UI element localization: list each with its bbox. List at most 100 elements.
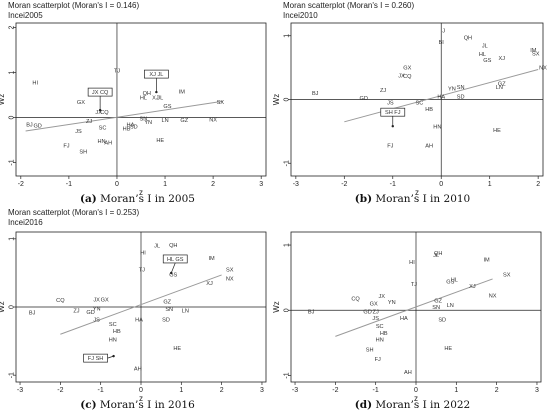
point-label-im: IM bbox=[208, 256, 215, 262]
point-label-bj: BJ bbox=[312, 91, 319, 97]
point-label-he: HE bbox=[156, 138, 164, 144]
y-axis-label: Wz bbox=[0, 94, 6, 106]
point-label-ln: LN bbox=[447, 303, 454, 309]
x-axis-label: z bbox=[139, 188, 143, 197]
y-tick-label: 1 bbox=[9, 70, 16, 74]
point-label-im: IM bbox=[483, 257, 490, 263]
chart-title: Moran scatterplot (Moran's I = 0.253) bbox=[8, 208, 139, 217]
point-label-gd: GD bbox=[86, 310, 94, 316]
point-label-gd: GD bbox=[33, 124, 41, 130]
point-label-xj: XJ bbox=[152, 95, 159, 101]
point-label-xj: XJ bbox=[499, 56, 506, 62]
y-axis-label: Wz bbox=[272, 94, 281, 106]
point-label-nx: NX bbox=[226, 276, 234, 282]
point-label-sd: SD bbox=[457, 94, 465, 100]
x-axis-label: z bbox=[414, 394, 418, 403]
point-label-ln: LN bbox=[161, 118, 168, 124]
y-tick-label: 1 bbox=[284, 34, 291, 38]
point-label-hn: HN bbox=[433, 124, 441, 130]
point-label-yn: YN bbox=[448, 87, 456, 93]
x-tick-label: 0 bbox=[414, 387, 418, 394]
point-label-tj: TJ bbox=[139, 268, 145, 274]
point-label-sn: SN bbox=[432, 305, 440, 311]
caption-c-text: Moran’s I in 2016 bbox=[99, 399, 195, 411]
point-label-gz: GZ bbox=[163, 300, 171, 306]
chart-title: Moran scatterplot (Moran's I = 0.260) bbox=[283, 1, 414, 10]
point-label-jx: JX bbox=[95, 110, 102, 116]
point-label-gs: GS bbox=[483, 58, 491, 64]
caption-b-letter: (b) bbox=[354, 193, 373, 205]
point-label-he: HE bbox=[493, 128, 501, 134]
annotation-box-label: XJ JL bbox=[149, 72, 163, 78]
point-label-cq: CQ bbox=[403, 74, 412, 80]
point-label-jl: JL bbox=[433, 253, 439, 259]
chart-variable-label: Incei2010 bbox=[283, 11, 318, 20]
point-label-nx: NX bbox=[489, 293, 497, 299]
point-label-jl: JL bbox=[482, 43, 488, 49]
point-label-sn: SN bbox=[457, 85, 465, 91]
x-tick-label: -2 bbox=[18, 181, 24, 188]
point-label-ah: AH bbox=[104, 141, 112, 147]
y-tick-label: -1 bbox=[9, 159, 16, 165]
point-label-jx: JX bbox=[93, 298, 100, 304]
point-label-sn: SN bbox=[140, 116, 148, 122]
point-label-js: JS bbox=[75, 129, 82, 135]
panel-b: Moran scatterplot (Moran's I = 0.260) Inc… bbox=[272, 0, 550, 207]
y-axis-label: Wz bbox=[0, 301, 6, 313]
chart-title: Moran scatterplot (Moran's I = 0.146) bbox=[8, 1, 139, 10]
point-label-hn: HN bbox=[109, 338, 117, 344]
point-label-sx: SX bbox=[503, 272, 511, 278]
point-label-fj: FJ bbox=[63, 143, 69, 149]
x-tick-label: 2 bbox=[495, 387, 499, 394]
point-label-hi: HI bbox=[140, 250, 146, 256]
caption-d-text: Moran’s I in 2022 bbox=[375, 399, 471, 411]
point-label-sh: SH bbox=[366, 347, 374, 353]
point-label-yn: YN bbox=[144, 120, 152, 126]
x-tick-label: 0 bbox=[115, 181, 119, 188]
point-label-he: HE bbox=[444, 346, 452, 352]
y-tick-label: 2 bbox=[9, 25, 16, 29]
x-tick-label: 3 bbox=[260, 387, 264, 394]
regression-line bbox=[335, 278, 493, 337]
point-label-yn: YN bbox=[388, 300, 396, 306]
point-label-j: J bbox=[442, 29, 445, 35]
x-tick-label: -3 bbox=[292, 387, 298, 394]
caption-b-text: Moran’s I in 2010 bbox=[375, 193, 471, 205]
point-label-js: JS bbox=[93, 317, 100, 323]
point-label-zj: ZJ bbox=[373, 310, 379, 316]
point-label-hi: HI bbox=[409, 260, 415, 266]
point-label-hb: HB bbox=[425, 107, 433, 113]
x-tick-label: 0 bbox=[439, 181, 443, 188]
point-label-cq: CQ bbox=[100, 110, 109, 116]
point-label-hl: HL bbox=[479, 52, 486, 58]
point-label-cq: CQ bbox=[351, 297, 360, 303]
x-tick-label: 3 bbox=[535, 387, 539, 394]
point-label-xj: XJ bbox=[206, 281, 213, 287]
point-label-zj: ZJ bbox=[380, 88, 386, 94]
point-label-qh: QH bbox=[169, 243, 177, 249]
point-label-ah: AH bbox=[425, 143, 433, 149]
caption-a-letter: (a) bbox=[80, 193, 97, 205]
point-label-jx: JX bbox=[398, 73, 405, 79]
point-label-ah: AH bbox=[404, 370, 412, 376]
point-label-nx: NX bbox=[209, 117, 217, 123]
point-label-gs: GS bbox=[169, 272, 177, 278]
caption-d: (d) Moran’s I in 2022 bbox=[275, 399, 550, 411]
annotation-box bbox=[162, 254, 188, 264]
y-tick-label: 0 bbox=[9, 115, 16, 119]
point-label-ha: HA bbox=[127, 123, 135, 129]
point-label-sh: SH bbox=[79, 150, 87, 156]
x-tick-label: 0 bbox=[139, 387, 143, 394]
panel-a: Moran scatterplot (Moran's I = 0.146) Inc… bbox=[0, 0, 275, 207]
point-label-hi: HI bbox=[32, 80, 38, 86]
point-label-bj: BJ bbox=[308, 310, 315, 316]
point-label-bi: BI bbox=[439, 40, 445, 46]
x-tick-label: 3 bbox=[259, 181, 263, 188]
y-tick-label: 0 bbox=[284, 97, 291, 101]
plot-frame bbox=[15, 22, 267, 177]
caption-d-letter: (d) bbox=[354, 399, 373, 411]
point-label-ln: LN bbox=[182, 308, 189, 314]
point-label-jl: JL bbox=[157, 95, 163, 101]
point-label-ln: LN bbox=[496, 85, 503, 91]
annotation-arrow bbox=[170, 262, 176, 274]
